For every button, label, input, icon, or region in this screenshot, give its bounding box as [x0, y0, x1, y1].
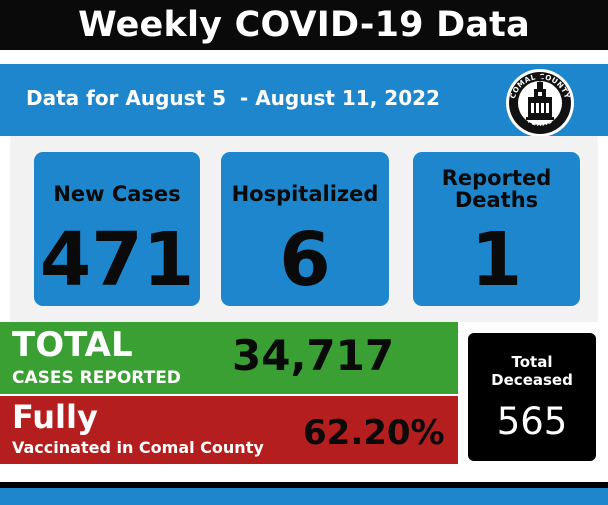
bottom-divider — [0, 482, 608, 488]
title-bar: Weekly COVID-19 Data — [0, 0, 608, 50]
reported-deaths-card: Reported Deaths 1 — [413, 152, 580, 306]
hospitalized-label: Hospitalized — [231, 182, 379, 206]
new-cases-label: New Cases — [53, 182, 181, 206]
hospitalized-card: Hospitalized 6 — [221, 152, 389, 306]
date-range: Data for August 5 - August 11, 2022 — [26, 86, 440, 110]
deceased-label-line2: Deceased — [491, 371, 573, 389]
reported-deaths-label-line2: Deaths — [454, 188, 539, 212]
deceased-label-line1: Total — [511, 353, 553, 371]
vaccinated-subheading: Vaccinated in Comal County — [12, 438, 264, 457]
total-deceased-box: Total Deceased 565 — [468, 333, 596, 461]
new-cases-value: 471 — [39, 217, 195, 303]
new-cases-card: New Cases 471 — [34, 152, 200, 306]
bottom-bar — [0, 488, 608, 505]
reported-deaths-label-line1: Reported — [441, 166, 552, 190]
total-cases-subheading: CASES REPORTED — [12, 368, 181, 388]
hospitalized-value: 6 — [279, 217, 331, 303]
vaccinated-bar — [0, 396, 458, 464]
total-cases-heading: TOTAL — [12, 325, 133, 365]
total-cases-value: 34,717 — [232, 331, 395, 380]
county-seal-icon: COMAL COUNTY TEXAS — [506, 69, 574, 137]
vaccinated-heading: Fully — [12, 398, 98, 436]
reported-deaths-value: 1 — [470, 217, 523, 303]
page-title: Weekly COVID-19 Data — [78, 5, 530, 45]
svg-text:TEXAS: TEXAS — [526, 116, 555, 128]
seal-bottom-text: TEXAS — [526, 116, 554, 128]
deceased-value: 565 — [496, 400, 568, 443]
total-cases-bar — [0, 322, 458, 394]
vaccinated-value: 62.20% — [303, 413, 445, 453]
